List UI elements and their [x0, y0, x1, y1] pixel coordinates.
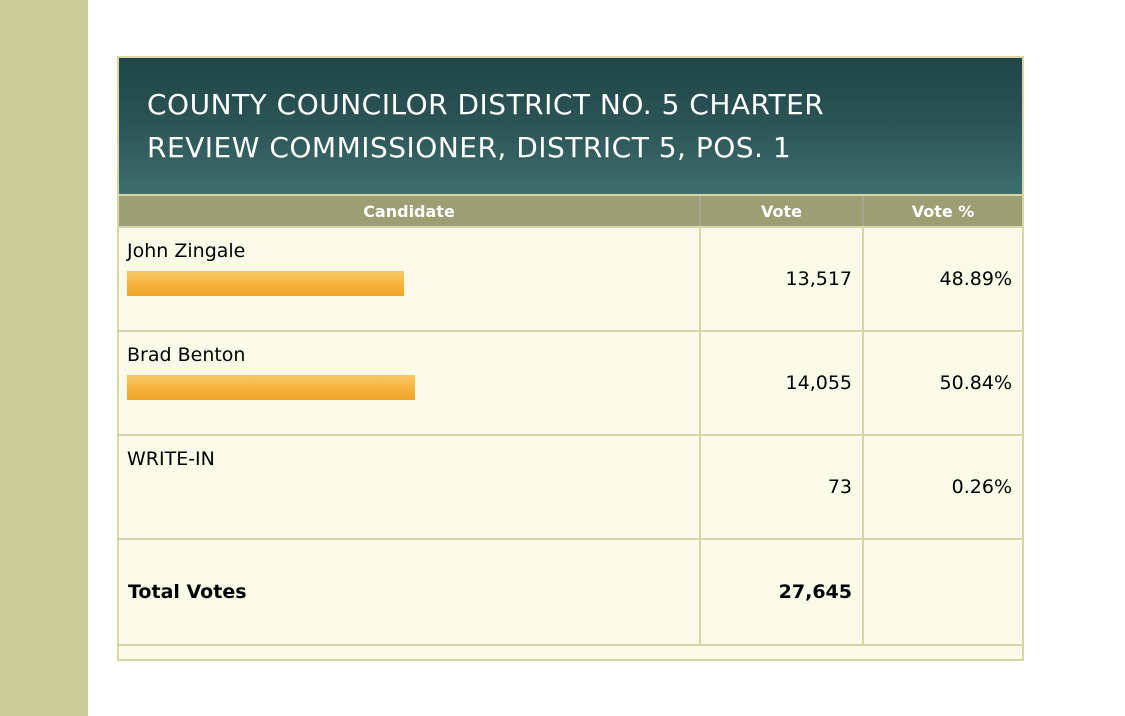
candidate-cell: WRITE-IN [119, 436, 699, 538]
candidate-name: John Zingale [127, 240, 246, 262]
contest-title-line-2: REVIEW COMMISSIONER, DISTRICT 5, POS. 1 [147, 131, 792, 164]
column-header-vote: Vote [699, 196, 862, 226]
result-row: John Zingale 13,517 48.89% [119, 226, 1022, 330]
total-votes-value: 27,645 [699, 540, 862, 644]
pct-value: 50.84% [862, 332, 1022, 434]
total-row: Total Votes 27,645 [119, 538, 1022, 644]
candidate-name: WRITE-IN [127, 448, 215, 470]
candidate-cell: Brad Benton [119, 332, 699, 434]
contest-header: COUNTY COUNCILOR DISTRICT NO. 5 CHARTER … [117, 56, 1024, 196]
contest-title-line-1: COUNTY COUNCILOR DISTRICT NO. 5 CHARTER [147, 88, 825, 121]
results-board: COUNTY COUNCILOR DISTRICT NO. 5 CHARTER … [117, 56, 1024, 661]
pct-value: 0.26% [862, 436, 1022, 538]
column-header-vote-pct: Vote % [862, 196, 1022, 226]
vote-share-bar [127, 375, 415, 400]
left-stripe [0, 0, 88, 716]
votes-value: 13,517 [699, 228, 862, 330]
pct-value: 48.89% [862, 228, 1022, 330]
candidate-name: Brad Benton [127, 344, 246, 366]
column-header-row: Candidate Vote Vote % [119, 196, 1022, 226]
candidate-cell: John Zingale [119, 228, 699, 330]
results-table: Candidate Vote Vote % John Zingale 13,51… [117, 196, 1024, 661]
footer-strip [119, 644, 1022, 659]
votes-value: 73 [699, 436, 862, 538]
column-header-candidate: Candidate [363, 201, 455, 221]
votes-value: 14,055 [699, 332, 862, 434]
total-pct-value [862, 540, 1022, 644]
result-row: WRITE-IN 73 0.26% [119, 434, 1022, 538]
total-label: Total Votes [128, 581, 247, 603]
results-body: John Zingale 13,517 48.89% Brad Benton 1… [119, 226, 1022, 538]
vote-share-bar [127, 271, 404, 296]
result-row: Brad Benton 14,055 50.84% [119, 330, 1022, 434]
